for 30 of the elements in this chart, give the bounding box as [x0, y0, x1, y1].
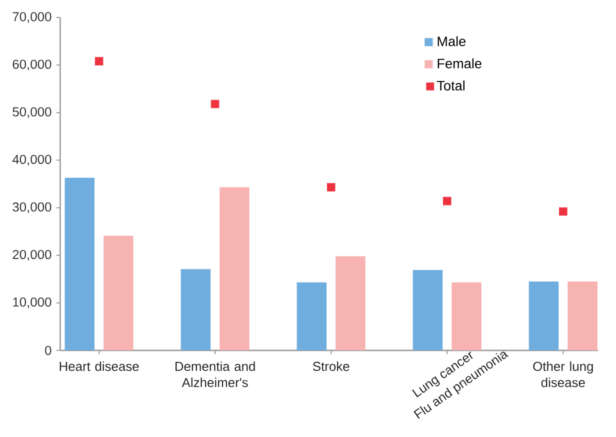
- point: [210, 100, 220, 108]
- y-tick-label: 50,000: [12, 107, 52, 118]
- y-tick-label: 20,000: [12, 250, 52, 261]
- point: [94, 57, 104, 66]
- bar: [412, 270, 443, 351]
- legend-label: Total: [436, 80, 464, 91]
- legend-label: Female: [438, 58, 482, 68]
- bar: [296, 282, 327, 351]
- bar: [180, 269, 211, 351]
- y-tick-label: 0: [45, 346, 52, 356]
- bar: [528, 282, 559, 351]
- bar: [220, 187, 250, 351]
- point: [442, 197, 452, 206]
- x-tick-label: Heart disease: [60, 362, 139, 372]
- y-tick-label: 40,000: [12, 154, 52, 166]
- y-tick-label: 30,000: [12, 202, 52, 214]
- point: [559, 207, 568, 216]
- bar: [568, 282, 598, 351]
- point: [326, 183, 336, 192]
- y-tick-label: 70,000: [12, 12, 52, 23]
- y-tick-label: 60,000: [12, 60, 52, 70]
- bar: [336, 256, 366, 351]
- x-tick-label: Other lung disease: [533, 362, 593, 388]
- bar: [64, 178, 95, 351]
- legend-label: Male: [438, 36, 466, 46]
- y-tick-label: 10,000: [13, 298, 52, 308]
- x-tick-label: Stroke: [312, 362, 350, 372]
- x-tick-label: Dementia and Alzheimer's: [175, 362, 255, 388]
- bar: [452, 282, 482, 351]
- bar: [104, 236, 134, 351]
